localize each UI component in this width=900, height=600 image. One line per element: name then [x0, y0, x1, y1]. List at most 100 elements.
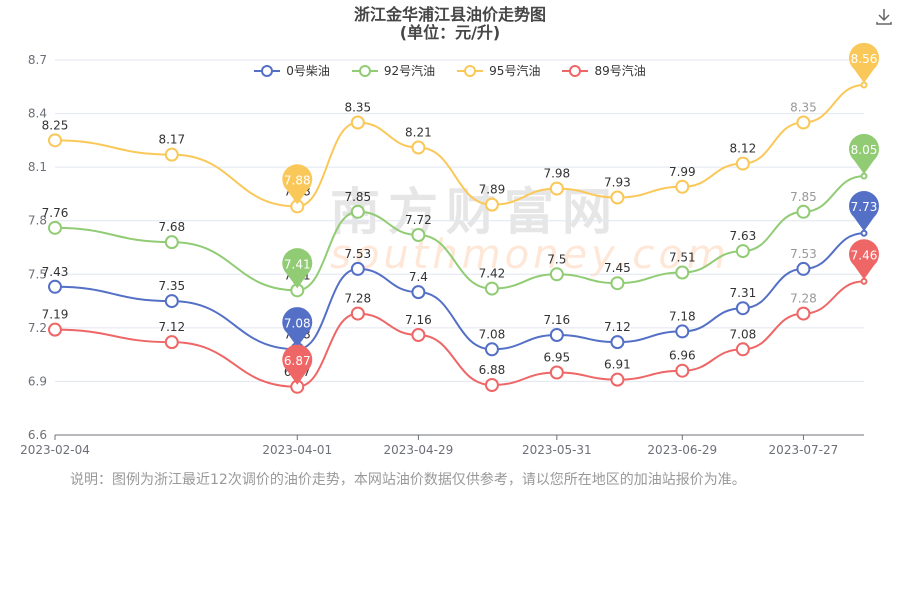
- data-point: [549, 181, 564, 196]
- data-point: [796, 115, 811, 130]
- min-marker-pin: [282, 164, 313, 205]
- x-tick-label: 2023-04-29: [384, 443, 454, 457]
- legend-label: 0号柴油: [286, 64, 330, 78]
- data-point: [860, 277, 868, 285]
- data-point: [549, 365, 564, 380]
- data-label: 7.53: [790, 247, 817, 261]
- data-label: 8.21: [405, 126, 432, 140]
- data-label: 7.85: [790, 190, 817, 204]
- data-point: [48, 220, 62, 235]
- data-label: 6.96: [669, 349, 696, 363]
- data-point: [411, 328, 426, 342]
- data-label: 7.12: [604, 320, 631, 334]
- marker-label: 6.87: [284, 354, 311, 368]
- marker-label: 7.41: [284, 257, 311, 271]
- data-label: 7.35: [158, 279, 185, 293]
- data-label: 7.76: [42, 206, 69, 220]
- data-label: 7.63: [730, 229, 757, 243]
- data-label: 6.95: [543, 351, 570, 365]
- data-point: [610, 372, 625, 387]
- legend-item[interactable]: 89号汽油: [562, 62, 646, 79]
- max-marker-pin: [849, 42, 880, 83]
- data-point: [48, 133, 62, 148]
- x-tick-label: 2023-02-04: [20, 443, 90, 457]
- y-tick-label: 7.2: [28, 321, 47, 335]
- legend-item[interactable]: 95号汽油: [457, 62, 540, 79]
- data-point: [735, 342, 750, 357]
- data-label: 7.68: [158, 220, 185, 234]
- download-icon[interactable]: [874, 6, 894, 26]
- data-point: [860, 229, 868, 237]
- data-point: [610, 276, 625, 291]
- data-point: [484, 197, 499, 212]
- data-point: [675, 265, 690, 280]
- legend-swatch-icon: [351, 64, 378, 77]
- data-label: 7.72: [405, 213, 432, 227]
- data-point: [48, 279, 62, 294]
- data-label: 7.28: [344, 292, 371, 306]
- data-point: [350, 261, 365, 276]
- data-point: [549, 267, 564, 282]
- chart-note: 说明：图例为浙江最近12次调价的油价走势，本网站油价数据仅供参考，请以您所在地区…: [70, 472, 746, 488]
- data-point: [675, 363, 690, 378]
- data-label: 7.16: [405, 313, 432, 327]
- data-point: [164, 235, 179, 250]
- max-marker-pin: [849, 239, 880, 280]
- watermark: 南方财富网: [330, 183, 620, 241]
- legend-item[interactable]: 92号汽油: [351, 62, 436, 79]
- data-label: 7.85: [344, 190, 371, 204]
- marker-label: 8.05: [851, 143, 878, 157]
- data-label: 7.31: [730, 286, 757, 300]
- legend-swatch-icon: [457, 64, 484, 77]
- x-tick-label: 2023-06-29: [647, 443, 717, 457]
- legend-label: 89号汽油: [594, 64, 646, 78]
- data-point: [164, 335, 179, 350]
- marker-label: 8.56: [851, 52, 878, 66]
- min-marker-pin: [282, 344, 313, 385]
- y-tick-label: 8.1: [28, 160, 47, 174]
- y-tick-label: 6.9: [28, 374, 47, 388]
- data-label: 7.42: [479, 267, 506, 281]
- data-point: [411, 285, 426, 300]
- data-point: [860, 81, 868, 89]
- data-label: 8.35: [344, 101, 371, 115]
- data-label: 7.5: [547, 252, 566, 266]
- data-label: 8.35: [790, 101, 817, 115]
- data-label: 7.53: [344, 247, 371, 261]
- data-label: 6.91: [604, 358, 631, 372]
- data-point: [350, 115, 365, 130]
- legend-item[interactable]: 0号柴油: [254, 62, 330, 79]
- data-label: 7.93: [604, 176, 631, 190]
- data-label: 7.28: [790, 292, 817, 306]
- data-point: [484, 378, 499, 392]
- data-point: [860, 172, 868, 180]
- data-label: 7.08: [479, 327, 506, 341]
- legend-label: 92号汽油: [383, 64, 436, 78]
- chart-subtitle: (单位：元/升): [399, 23, 501, 42]
- data-label: 7.08: [730, 327, 757, 341]
- max-marker-pin: [849, 191, 880, 232]
- chart-title: 浙江金华浦江县油价走势图: [353, 5, 546, 24]
- data-point: [411, 228, 426, 242]
- data-point: [164, 294, 179, 309]
- data-label: 7.16: [543, 313, 570, 327]
- x-tick-label: 2023-05-31: [522, 443, 592, 457]
- data-point: [796, 261, 811, 276]
- x-tick-label: 2023-04-01: [262, 443, 332, 457]
- data-label: 7.19: [42, 308, 69, 322]
- data-point: [48, 322, 62, 337]
- legend-swatch-icon: [562, 64, 589, 77]
- data-point: [411, 140, 426, 155]
- max-marker-pin: [849, 133, 880, 175]
- data-point: [549, 328, 564, 342]
- data-point: [675, 179, 690, 194]
- y-tick-label: 6.6: [28, 428, 47, 442]
- data-point: [735, 301, 750, 316]
- y-tick-label: 8.7: [28, 53, 47, 67]
- data-point: [350, 204, 365, 219]
- data-point: [350, 306, 365, 321]
- data-label: 7.51: [669, 251, 696, 265]
- data-point: [735, 244, 750, 259]
- data-label: 7.43: [42, 265, 69, 279]
